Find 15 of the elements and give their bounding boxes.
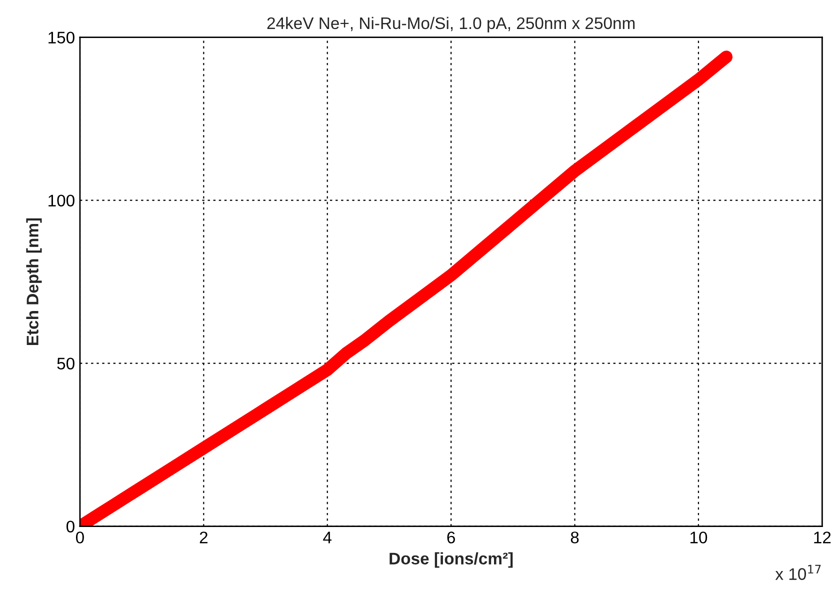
- x-tick-label: 12: [814, 532, 831, 544]
- text: x 10$^{17}$: [775, 564, 821, 580]
- y-tick-label: 0: [66, 520, 74, 532]
- x-tick-label: 6: [447, 532, 455, 544]
- chart-title: 24keV Ne+, Ni-Ru-Mo/Si, 1.0 pA, 250nm x 250nm: [267, 16, 635, 32]
- x-tick-label: 8: [570, 532, 579, 544]
- y-tick-label: 100: [48, 194, 74, 206]
- y-tick-label: 150: [48, 32, 74, 44]
- y-tick-label: 50: [57, 358, 74, 370]
- x-tick-label: 10: [690, 532, 708, 544]
- x-tick-label: 4: [323, 532, 332, 544]
- y-axis-title: Etch Depth [nm]: [26, 218, 42, 346]
- x-axis-title: Dose [ions/cm²]: [390, 552, 513, 568]
- x-tick-label: 2: [200, 532, 208, 544]
- x-tick-label: 0: [76, 532, 84, 544]
